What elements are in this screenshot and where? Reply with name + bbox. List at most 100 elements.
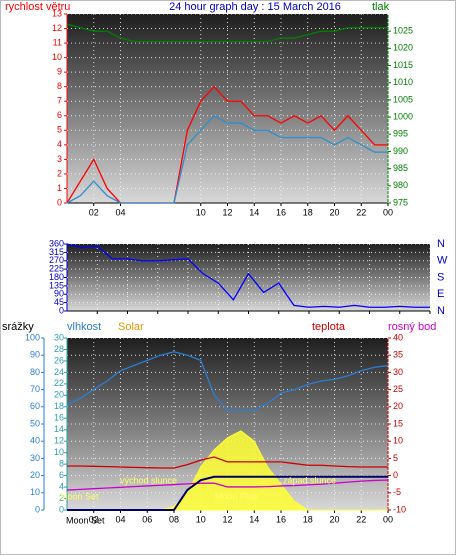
y-tick-label: 1015: [393, 60, 413, 70]
y-tick-label: 90: [30, 350, 40, 360]
y-tick-label: 14: [54, 424, 64, 434]
y-tick-label: 10: [30, 487, 40, 497]
axis-title: srážky: [2, 321, 34, 333]
y-tick-label: 12: [52, 23, 62, 33]
y-tick-label: 35: [393, 350, 403, 360]
y-tick-label: 30: [393, 367, 403, 377]
y-tick-label: 20: [393, 401, 403, 411]
x-tick-label: 10: [196, 207, 206, 217]
y-tick-label: 315: [49, 247, 64, 257]
y-tick-label: 3: [57, 154, 62, 164]
legend-entry: rosný bod: [388, 321, 436, 333]
y-tick-label: -10: [393, 504, 406, 514]
y-tick-label: -5: [393, 487, 401, 497]
y-tick-label: N: [437, 305, 445, 317]
line: [66, 243, 430, 308]
y-tick-label: 20: [30, 470, 40, 480]
y-tick-label: 13: [52, 8, 62, 18]
y-tick-label: 22: [54, 378, 64, 388]
y-tick-label: 40: [30, 436, 40, 446]
y-tick-label: 360: [49, 238, 64, 248]
annotation: východ slunce: [120, 475, 177, 485]
x-tick-label: 20: [329, 207, 339, 217]
x-tick-label: 14: [249, 207, 259, 217]
y-tick-label: 0: [59, 305, 64, 315]
y-tick-label: 975: [393, 197, 408, 207]
y-tick-label: 40: [393, 332, 403, 342]
annotation: Moon Set: [66, 515, 105, 525]
line: [66, 114, 388, 204]
y-tick-label: 6: [57, 110, 62, 120]
y-tick-label: S: [437, 271, 444, 283]
y-tick-label: 24: [54, 367, 64, 377]
y-tick-label: 18: [54, 401, 64, 411]
axis-title: tlak: [372, 1, 390, 13]
y-tick-label: 26: [54, 355, 64, 365]
line: [67, 475, 388, 511]
y-tick-label: 16: [54, 413, 64, 423]
y-tick-label: 0: [393, 470, 398, 480]
y-tick-label: N: [437, 238, 445, 250]
y-tick-label: 4: [59, 481, 64, 491]
y-tick-label: 9: [57, 67, 62, 77]
x-tick-label: 00: [383, 207, 393, 217]
x-tick-label: 16: [276, 514, 286, 524]
y-tick-label: 1020: [393, 43, 413, 53]
y-tick-label: 1: [57, 183, 62, 193]
line: [67, 456, 388, 469]
y-tick-label: 1000: [393, 111, 413, 121]
y-tick-label: 6: [59, 470, 64, 480]
y-tick-label: 28: [54, 344, 64, 354]
y-tick-label: 90: [54, 289, 64, 299]
x-tick-label: 22: [356, 514, 366, 524]
annotation: Moon Set: [60, 491, 99, 501]
y-tick-label: 7: [57, 96, 62, 106]
x-tick-label: 22: [356, 207, 366, 217]
y-tick-label: 10: [393, 436, 403, 446]
y-tick-label: 15: [393, 418, 403, 428]
x-tick-label: 16: [276, 207, 286, 217]
annotation: Moon Rise: [215, 491, 258, 501]
chart-title: 24 hour graph day : 15 March 2016: [169, 1, 341, 13]
y-tick-label: 30: [54, 332, 64, 342]
y-tick-label: 270: [49, 255, 64, 265]
x-tick-label: 10: [196, 514, 206, 524]
y-tick-label: 50: [30, 418, 40, 428]
y-tick-label: 5: [57, 125, 62, 135]
x-tick-label: 04: [115, 514, 125, 524]
y-tick-label: 60: [30, 401, 40, 411]
x-tick-label: 18: [303, 514, 313, 524]
annotation: západ slunce: [283, 475, 336, 485]
y-tick-label: 100: [25, 332, 40, 342]
y-tick-label: 10: [52, 52, 62, 62]
y-tick-label: 990: [393, 146, 408, 156]
y-tick-label: 8: [57, 81, 62, 91]
axis-title: rychlost větru: [5, 1, 70, 13]
x-tick-label: 02: [89, 514, 99, 524]
x-tick-label: 12: [222, 514, 232, 524]
line: [66, 479, 389, 491]
y-tick-label: 995: [393, 129, 408, 139]
y-tick-label: 25: [393, 384, 403, 394]
y-tick-label: 45: [54, 297, 64, 307]
y-tick-label: 0: [35, 504, 40, 514]
y-tick-label: E: [437, 288, 444, 300]
y-tick-label: 12: [54, 436, 64, 446]
y-tick-label: 135: [49, 280, 64, 290]
y-tick-label: 0: [59, 504, 64, 514]
x-tick-label: 06: [142, 514, 152, 524]
x-tick-label: 14: [249, 514, 259, 524]
y-tick-label: 1025: [393, 26, 413, 36]
legend-entry: Solar: [118, 321, 144, 333]
line: [66, 23, 388, 43]
y-tick-label: 980: [393, 180, 408, 190]
y-tick-label: 2: [59, 493, 64, 503]
y-tick-label: 8: [59, 459, 64, 469]
x-tick-label: 18: [303, 207, 313, 217]
y-tick-label: 0: [57, 197, 62, 207]
plot-area: [67, 14, 388, 203]
y-tick-label: 10: [54, 447, 64, 457]
y-tick-label: 20: [54, 390, 64, 400]
x-tick-label: 04: [115, 207, 125, 217]
